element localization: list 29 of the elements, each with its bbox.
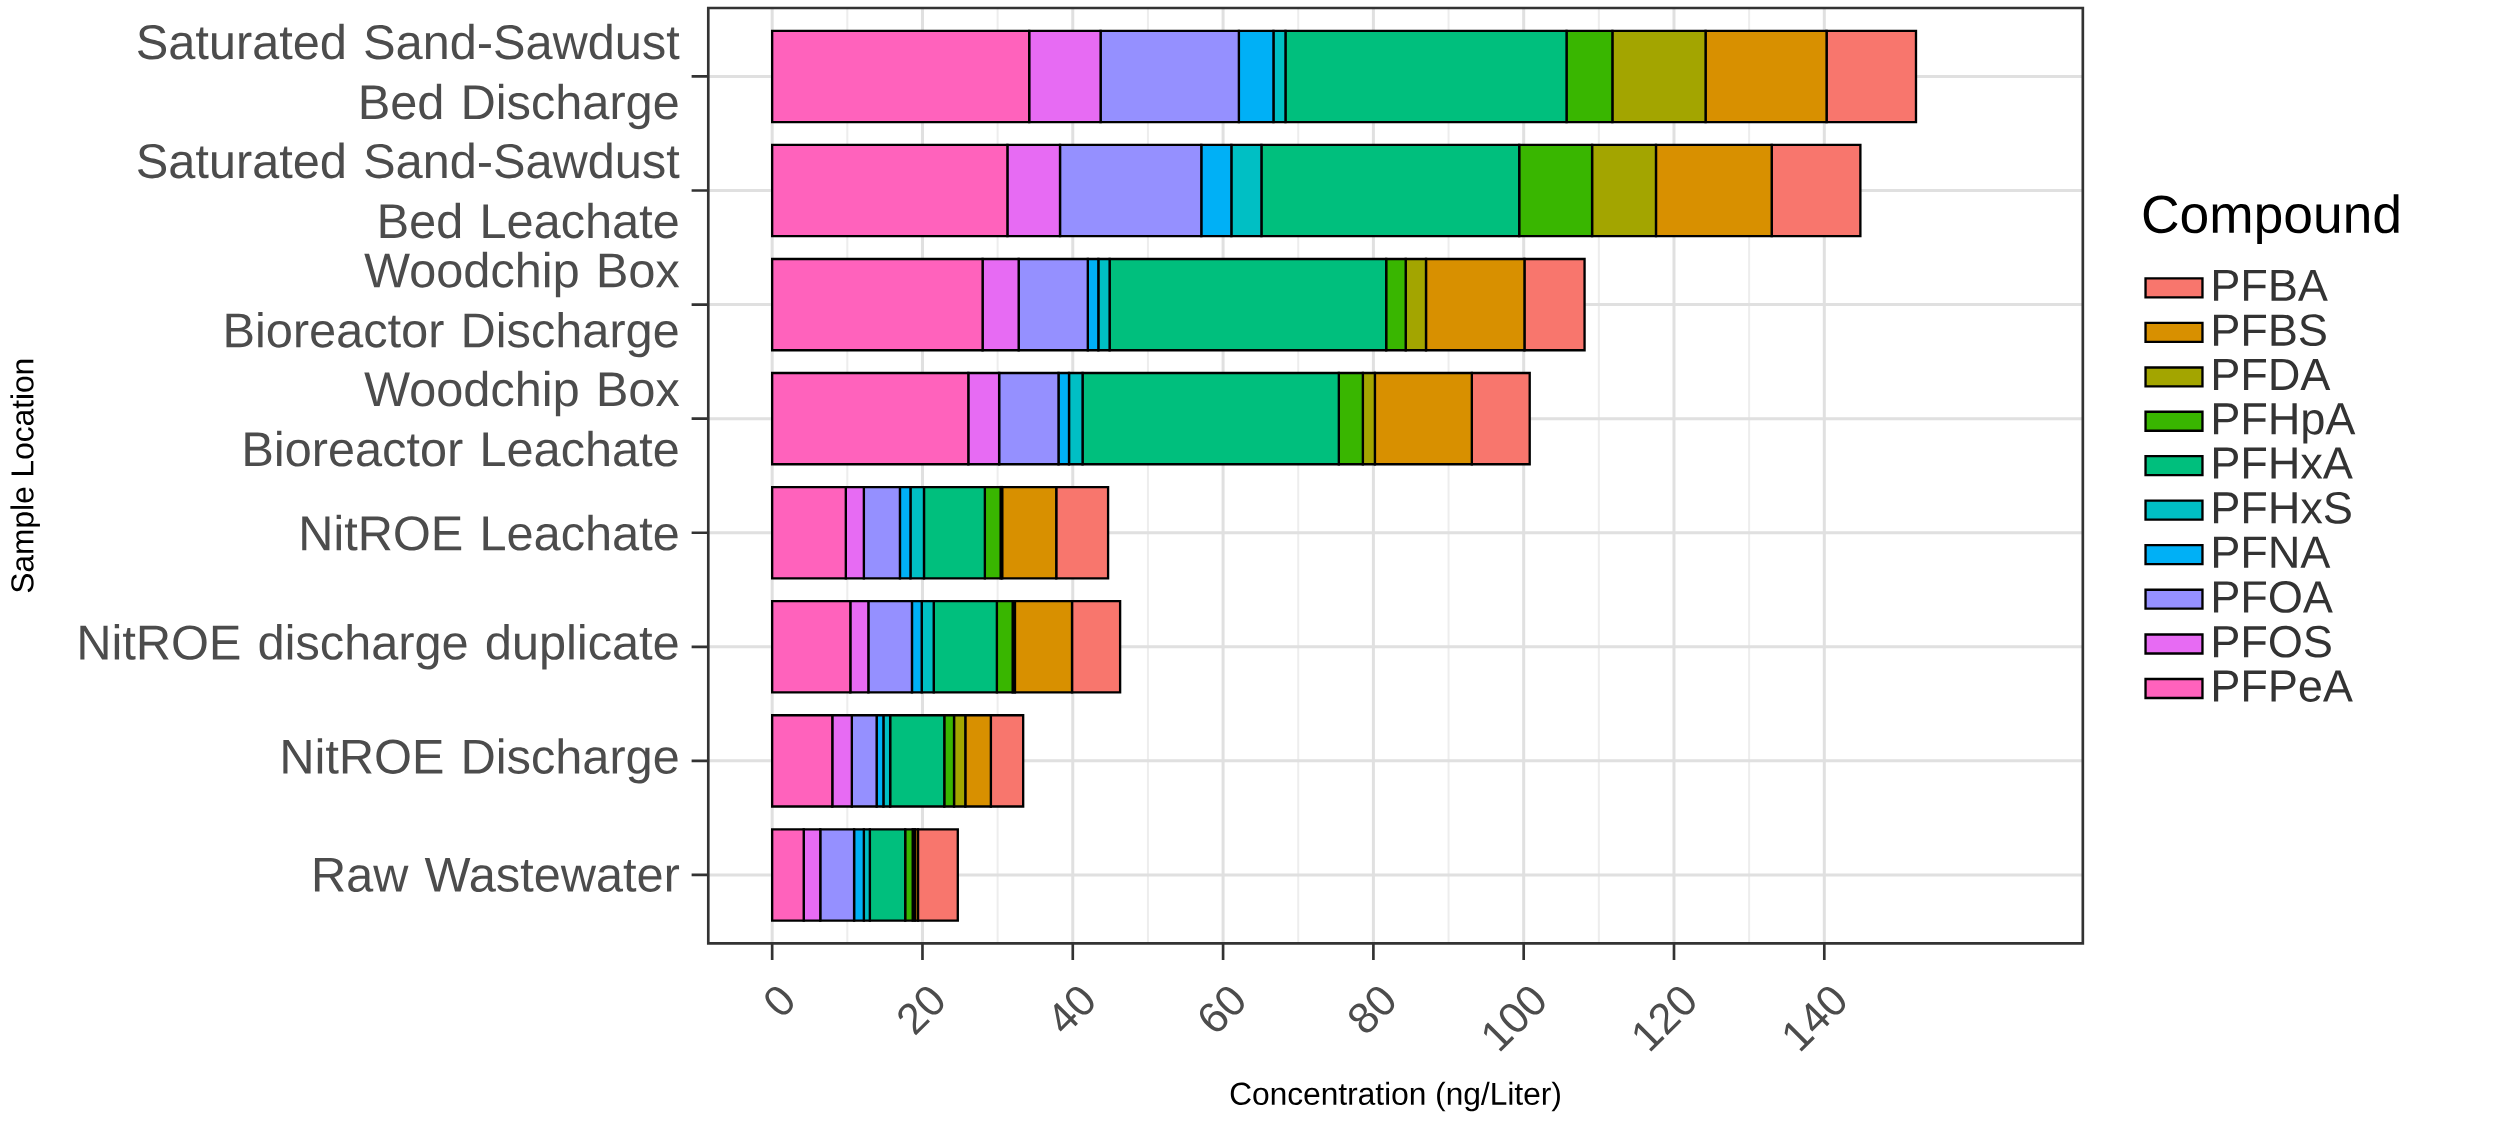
y-tick-label: NitROE Discharge <box>283 737 678 784</box>
y-axis-title: Sample Location <box>10 359 40 593</box>
y-tick-label: NitROE Leachate <box>302 514 678 551</box>
x-tick-label: 100 <box>1483 986 1545 1052</box>
y-tick-label: Saturated Sand-Sawdust Bed Leachate <box>138 142 680 239</box>
legend-label: PFOS <box>2214 625 2331 658</box>
legend-label: PFPeA <box>2214 670 2353 702</box>
legend-label: PFHpA <box>2214 403 2356 444</box>
x-tick-label: 0 <box>765 986 793 1015</box>
legend-label: PFBS <box>2214 313 2326 346</box>
x-tick-label: 40 <box>1054 986 1094 1032</box>
legend-label: PFOA <box>2214 580 2333 613</box>
x-tick-label: 80 <box>1349 986 1395 1033</box>
legend-label: PFDA <box>2214 358 2331 390</box>
legend-label: PFHxS <box>2214 491 2351 524</box>
legend-label: PFHxA <box>2214 447 2353 479</box>
x-tick-label: 140 <box>1784 986 1846 1052</box>
x-tick-label: 60 <box>1199 986 1244 1032</box>
x-axis-title: Concentration (ng/Liter) <box>1230 1081 1560 1112</box>
x-tick-label: 120 <box>1634 986 1695 1052</box>
y-tick-label: Raw Wastewater <box>314 857 680 892</box>
y-tick-label: Woodchip Box Bioreactor Leachate <box>245 370 680 467</box>
y-tick-label: Saturated Sand-Sawdust Bed Discharge <box>138 23 680 129</box>
x-tick-label: 20 <box>898 986 944 1036</box>
legend-label: PFBA <box>2214 269 2328 301</box>
legend-label: PFNA <box>2214 536 2331 568</box>
legend-title: Compound <box>2143 193 2399 244</box>
y-tick-label: Woodchip Box Bioreactor Discharge <box>226 251 680 358</box>
y-tick-label: NitROE discharge duplicate <box>80 623 678 670</box>
